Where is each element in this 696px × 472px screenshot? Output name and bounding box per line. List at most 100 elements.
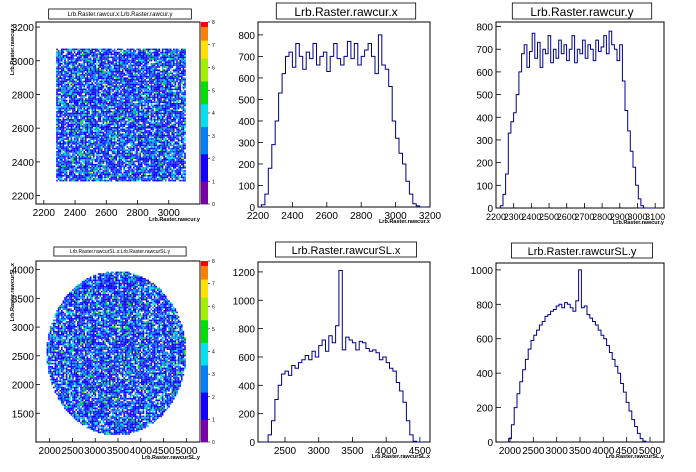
heatmap-cell (120, 141, 122, 143)
heatmap-cell (160, 147, 162, 150)
heatmap-cell (89, 117, 92, 119)
heatmap-cell (61, 154, 63, 156)
heatmap-cell (61, 82, 63, 84)
heatmap-cell (125, 133, 127, 135)
heatmap-cell (152, 178, 154, 180)
heatmap-cell (72, 135, 74, 137)
heatmap-cell (94, 77, 97, 79)
heatmap-cell (102, 138, 105, 140)
heatmap-cell (137, 163, 140, 166)
heatmap-cell (141, 170, 143, 172)
heatmap-cell (150, 178, 153, 180)
heatmap-cell (141, 131, 143, 134)
heatmap-cell (160, 75, 162, 78)
heatmap-cell (145, 63, 148, 65)
heatmap-cell (136, 58, 138, 60)
heatmap-cell (121, 64, 124, 67)
heatmap-cell (72, 165, 74, 167)
heatmap-cell (102, 103, 105, 105)
heatmap-cell (121, 138, 124, 140)
heatmap-cell (70, 63, 73, 65)
heatmap-cell (139, 152, 141, 155)
heatmap-cell (120, 101, 122, 103)
heatmap-cell (160, 96, 162, 99)
heatmap-cell (85, 178, 87, 180)
heatmap-cell (73, 122, 76, 124)
heatmap-cell (128, 125, 130, 127)
heatmap-cell (86, 107, 89, 110)
heatmap-cell (139, 131, 141, 134)
heatmap-cell (65, 74, 68, 76)
heatmap-cell (112, 119, 114, 121)
heatmap-cell (107, 160, 109, 163)
heatmap-cell (152, 123, 154, 126)
heatmap-cell (152, 149, 154, 151)
heatmap-cell (113, 144, 116, 147)
heatmap-cell (96, 77, 98, 79)
heatmap-cell (110, 123, 113, 126)
heatmap-cell (104, 85, 106, 87)
heatmap-cell (96, 160, 98, 163)
heatmap-cell (89, 133, 92, 135)
heatmap-cell (134, 104, 137, 107)
heatmap-cell (94, 85, 97, 87)
heatmap-cell (102, 90, 105, 92)
heatmap-cell (112, 165, 114, 167)
heatmap-cell (57, 101, 60, 103)
heatmap-cell (150, 175, 153, 177)
heatmap-cell (102, 152, 105, 155)
heatmap-cell (81, 55, 84, 57)
heatmap-cell (88, 147, 90, 150)
heatmap-cell (163, 123, 165, 126)
heatmap-cell (131, 175, 133, 177)
heatmap-cell (96, 50, 98, 52)
heatmap-cell (64, 79, 66, 81)
heatmap-cell (113, 139, 116, 142)
heatmap-cell (137, 101, 140, 103)
heatmap-cell (104, 67, 106, 70)
heatmap-cell (61, 50, 63, 52)
heatmap-cell (78, 87, 81, 89)
heatmap-cell (155, 157, 157, 159)
heatmap-cell (113, 87, 116, 89)
heatmap-cell (56, 50, 58, 52)
heatmap-cell (109, 91, 111, 94)
heatmap-cell (125, 170, 127, 172)
heatmap-cell (129, 167, 132, 169)
heatmap-cell (139, 61, 141, 63)
heatmap-cell (89, 120, 92, 123)
heatmap-cell (134, 95, 137, 97)
heatmap-cell (155, 128, 157, 131)
heatmap-cell (136, 168, 138, 171)
heatmap-cell (144, 173, 146, 175)
heatmap-cell (115, 87, 117, 89)
heatmap-cell (145, 146, 148, 148)
heatmap-cell (80, 103, 82, 105)
heatmap-cell (77, 114, 79, 116)
heatmap-cell (96, 59, 98, 62)
heatmap-cell (99, 159, 101, 161)
heatmap-cell (65, 55, 68, 57)
heatmap-cell (120, 53, 122, 55)
heatmap-cell (113, 147, 116, 150)
heatmap-cell (120, 95, 122, 97)
heatmap-cell (141, 127, 143, 129)
heatmap-cell (144, 103, 146, 105)
heatmap-cell (107, 119, 109, 121)
heatmap-cell (86, 119, 89, 121)
heatmap-cell (70, 99, 73, 102)
heatmap-cell (94, 74, 97, 76)
heatmap-cell (56, 59, 58, 62)
heatmap-cell (89, 71, 92, 73)
heatmap-cell (123, 133, 125, 135)
heatmap-cell (101, 61, 103, 63)
heatmap-cell (86, 162, 89, 164)
heatmap-cell (117, 64, 119, 67)
heatmap-cell (139, 176, 141, 179)
heatmap-cell (91, 175, 93, 177)
heatmap-cell (152, 109, 154, 111)
heatmap-cell (149, 80, 151, 83)
heatmap-cell (65, 136, 68, 139)
heatmap-cell (81, 122, 84, 124)
heatmap-cell (145, 114, 148, 116)
